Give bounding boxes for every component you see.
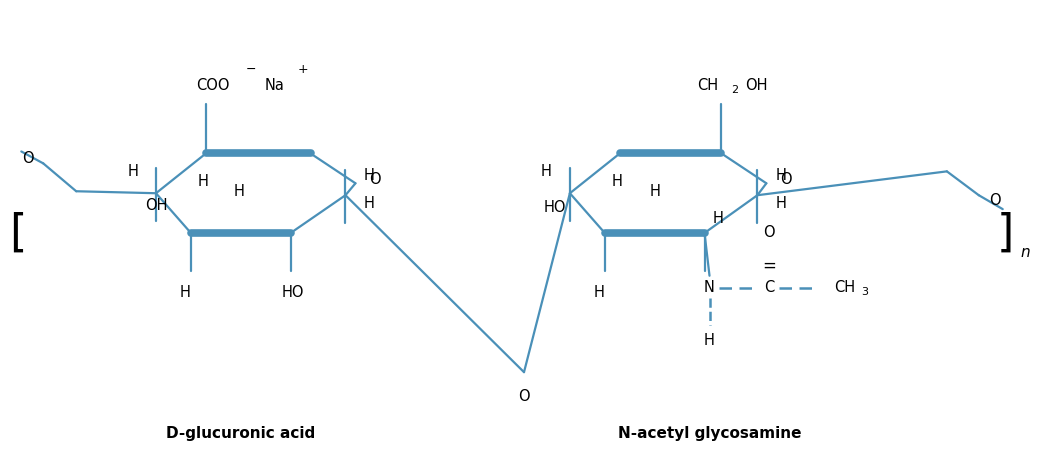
Text: H: H [649,184,660,199]
Text: H: H [776,196,786,211]
Text: N: N [704,280,715,295]
Text: HO: HO [544,200,566,215]
Text: H: H [541,164,552,179]
Text: CH: CH [697,78,718,94]
Text: H: H [197,174,209,189]
Text: H: H [611,174,623,189]
Text: H: H [776,168,786,183]
Text: H: H [234,184,244,199]
Text: H: H [713,211,723,225]
Text: D-glucuronic acid: D-glucuronic acid [167,426,315,441]
Text: O: O [764,225,776,240]
Text: −: − [245,63,257,76]
Text: 3: 3 [861,287,868,297]
Text: [: [ [9,212,27,255]
Text: =: = [762,257,777,275]
Text: +: + [298,63,308,76]
Text: Na: Na [265,78,285,94]
Text: O: O [369,172,381,187]
Text: H: H [704,333,715,348]
Text: COO: COO [196,78,230,94]
Text: ]: ] [997,212,1014,255]
Text: H: H [593,285,605,300]
Text: 2: 2 [732,85,739,95]
Text: O: O [22,151,34,166]
Text: O: O [518,389,530,404]
Text: OH: OH [146,198,168,213]
Text: O: O [781,172,792,187]
Text: H: H [364,168,374,183]
Text: H: H [127,164,138,179]
Text: CH: CH [834,280,855,295]
Text: N-acetyl glycosamine: N-acetyl glycosamine [617,426,802,441]
Text: HO: HO [281,285,304,300]
Text: OH: OH [745,78,768,94]
Text: H: H [364,196,374,211]
Text: H: H [179,285,191,300]
Text: n: n [1021,245,1030,260]
Text: C: C [764,280,774,295]
Text: O: O [988,193,1001,208]
